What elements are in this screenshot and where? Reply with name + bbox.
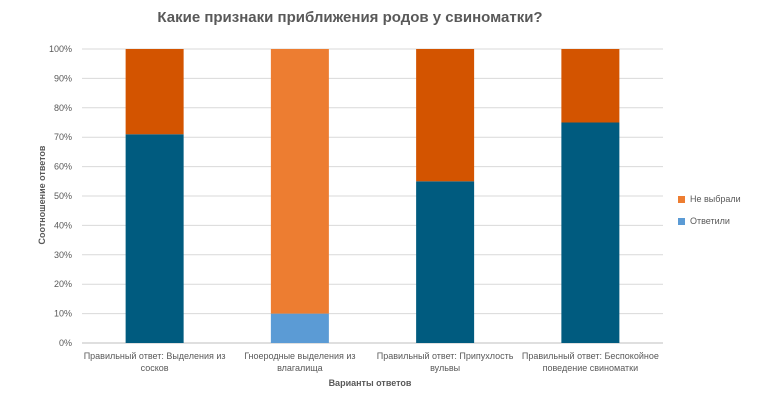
y-tick-label: 80%: [54, 103, 72, 113]
bar-answered: [270, 313, 329, 343]
legend-label: Не выбрали: [690, 194, 741, 204]
bar-not-selected: [125, 49, 184, 135]
x-tick-label-line: сосков: [140, 363, 169, 373]
legend-swatch: [678, 217, 685, 225]
x-tick-label-line: Правильный ответ: Беспокойное: [521, 351, 659, 361]
y-tick-label: 10%: [54, 309, 72, 319]
y-tick-label: 0%: [59, 338, 72, 348]
y-tick-label: 50%: [54, 191, 72, 201]
y-tick-label: 60%: [54, 162, 72, 172]
x-axis-label: Варианты ответов: [328, 378, 412, 388]
legend-item-not-selected: Не выбрали: [678, 192, 741, 206]
legend-label: Ответили: [690, 216, 730, 226]
chart-title: Какие признаки приближения родов у свино…: [157, 9, 543, 26]
legend-item-answered: Ответили: [678, 214, 741, 228]
legend-swatch: [678, 195, 685, 203]
x-tick-label-line: Правильный ответ: Припухлость: [376, 351, 514, 361]
x-tick-label-line: влагалища: [277, 363, 323, 373]
x-tick-label: Правильный ответ: Беспокойное поведение с…: [515, 350, 665, 374]
bar-answered: [125, 134, 184, 343]
bar-answered: [416, 181, 475, 343]
x-tick-label-line: Гноеродные выделения из: [244, 351, 356, 361]
x-tick-label-line: Правильный ответ: Выделения из: [83, 351, 226, 361]
x-tick-label: Правильный ответ: Припухлость вульвы: [370, 350, 520, 374]
y-tick-label: 90%: [54, 73, 72, 83]
legend: Не выбрали Ответили: [678, 192, 741, 236]
y-tick-label: 20%: [54, 279, 72, 289]
y-tick-label: 30%: [54, 250, 72, 260]
bar-not-selected: [416, 49, 475, 182]
x-tick-label: Правильный ответ: Выделения из сосков: [80, 350, 230, 374]
bar-answered: [561, 122, 620, 343]
bar-not-selected: [561, 49, 620, 123]
x-tick-label-line: поведение свиноматки: [542, 363, 639, 373]
x-tick-label-line: вульвы: [430, 363, 461, 373]
bar-not-selected: [270, 49, 329, 314]
x-tick-label: Гноеродные выделения из влагалища: [225, 350, 375, 374]
y-tick-label: 40%: [54, 220, 72, 230]
y-tick-label: 100%: [49, 44, 72, 54]
y-tick-label: 70%: [54, 132, 72, 142]
